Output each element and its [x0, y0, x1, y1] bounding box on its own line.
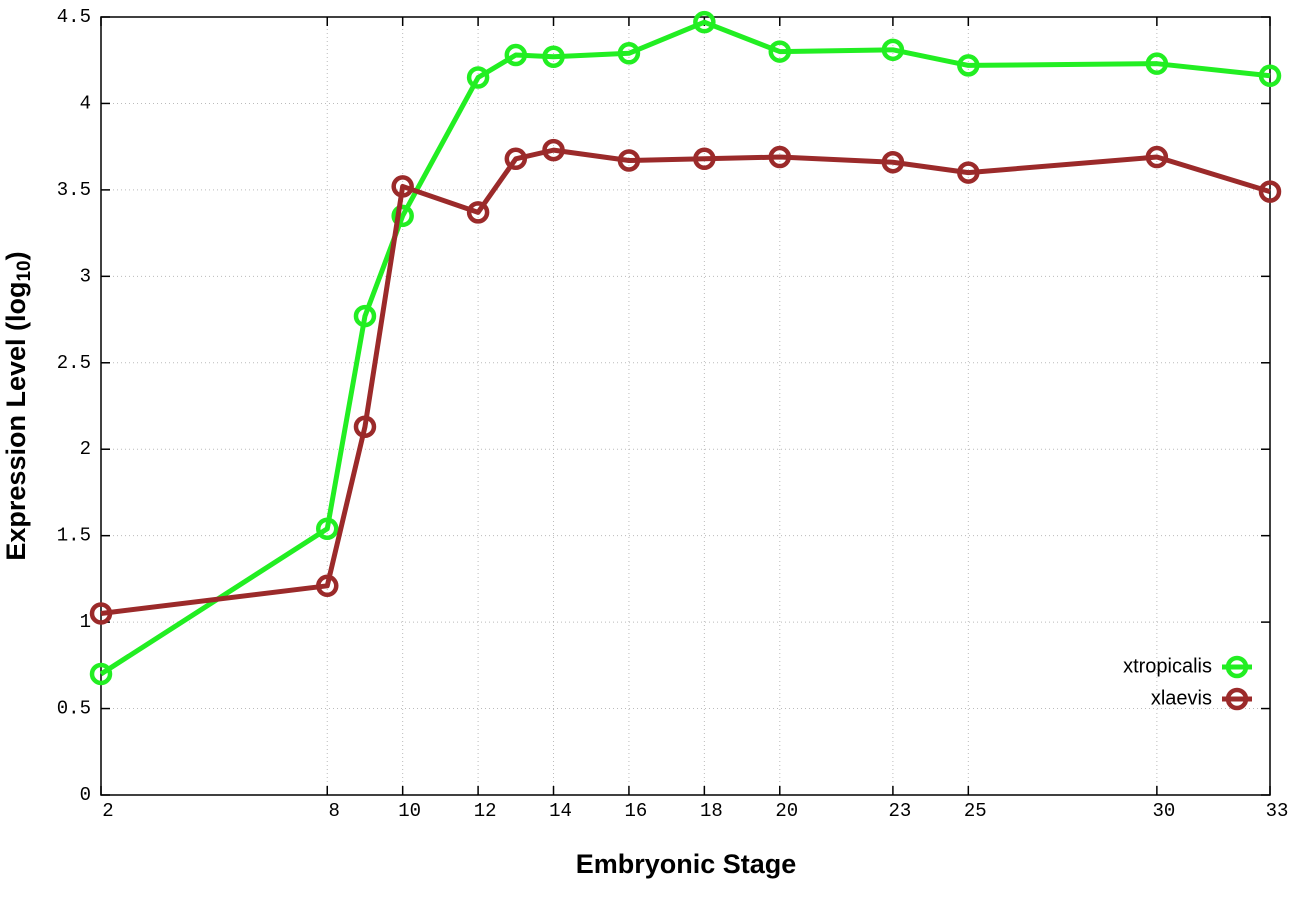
- x-tick-label: 2: [102, 800, 113, 822]
- y-tick-label: 0.5: [57, 698, 91, 720]
- ticks: 0 0.5 1 1.5 2 2.5 3 3.5 4 4.5 2 8 10 12 14 16 18 20 23 25 30…: [57, 6, 1289, 822]
- legend-marker: [1225, 655, 1249, 679]
- y-tick-label: 3: [80, 265, 91, 287]
- x-tick-label: 33: [1266, 800, 1289, 822]
- data-point: [768, 145, 792, 169]
- data-point: [693, 147, 716, 171]
- data-point: [617, 149, 641, 172]
- series-line: [100, 147, 1271, 616]
- data-point: [693, 10, 716, 34]
- data-point: [881, 150, 905, 174]
- series-line: [99, 19, 1271, 677]
- plot-frame: [100, 16, 1271, 796]
- data-point: [89, 602, 113, 625]
- y-axis-title-subscript: 10: [14, 260, 35, 281]
- data-point: [504, 147, 528, 171]
- y-tick-label: 1: [80, 611, 91, 633]
- data-point: [1145, 52, 1169, 75]
- y-tick-label: 3.5: [57, 179, 91, 201]
- y-tick-label: 4: [80, 92, 91, 114]
- series: [89, 10, 1282, 686]
- data-point: [768, 40, 792, 63]
- data-point: [957, 161, 980, 184]
- data-point: [391, 175, 414, 198]
- legend-marker: [1225, 687, 1249, 711]
- data-point: [1258, 180, 1282, 203]
- legend: xtropicalis xlaevis: [1123, 655, 1252, 711]
- y-tick-label: 2.5: [57, 352, 91, 374]
- legend-label: xtropicalis: [1123, 655, 1212, 677]
- data-point: [1258, 64, 1282, 88]
- x-tick-label: 20: [775, 800, 798, 822]
- x-tick-label: 18: [700, 800, 723, 822]
- data-point: [504, 43, 528, 67]
- data-point: [466, 201, 490, 224]
- data-point: [881, 38, 905, 62]
- x-tick-label: 14: [549, 800, 572, 822]
- data-point: [542, 45, 565, 69]
- x-axis-title: Embryonic Stage: [576, 849, 797, 879]
- data-point: [466, 66, 490, 89]
- data-point: [542, 138, 565, 162]
- x-tick-label: 8: [329, 800, 340, 822]
- data-point: [89, 662, 113, 686]
- y-axis-title-main: Expression Level (log: [1, 282, 31, 561]
- data-point: [353, 304, 377, 328]
- data-point: [1145, 145, 1169, 169]
- y-tick-label: 4.5: [57, 6, 91, 28]
- x-tick-label: 12: [474, 800, 497, 822]
- y-tick-label: 2: [80, 438, 91, 460]
- y-tick-label: 1.5: [57, 525, 91, 547]
- data-point: [617, 42, 641, 65]
- y-axis-title-suffix: ): [1, 251, 31, 260]
- data-point: [391, 204, 414, 228]
- y-axis-title: Expression Level (log10): [1, 251, 35, 560]
- data-point: [353, 415, 377, 438]
- y-tick-label: 0: [80, 784, 91, 806]
- x-tick-label: 23: [888, 800, 911, 822]
- x-tick-label: 16: [625, 800, 648, 822]
- legend-label: xlaevis: [1151, 687, 1212, 709]
- data-point: [957, 54, 980, 77]
- x-tick-label: 10: [398, 800, 421, 822]
- data-point: [316, 517, 339, 541]
- data-point: [316, 574, 339, 598]
- x-tick-label: 25: [964, 800, 987, 822]
- x-tick-label: 30: [1152, 800, 1175, 822]
